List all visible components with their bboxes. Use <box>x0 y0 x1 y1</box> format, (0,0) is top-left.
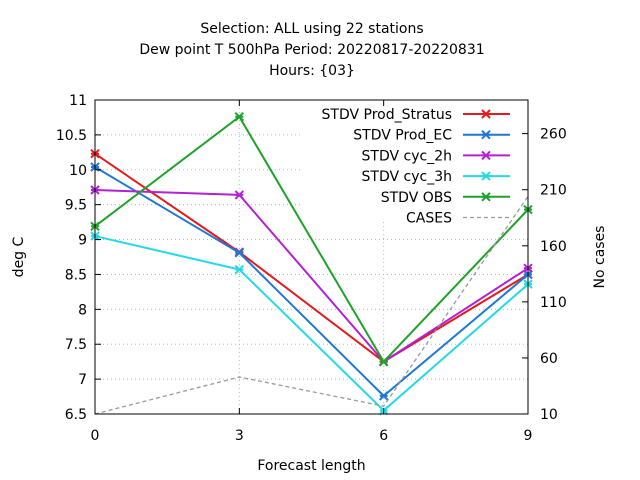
series-line <box>94 196 529 415</box>
y-tick-label: 8.5 <box>65 267 87 283</box>
legend-label: STDV Prod_EC <box>353 128 452 144</box>
y2-tick-label: 210 <box>540 183 567 199</box>
axis-ticks: 0 3 6 9 6.5 7 7.5 8 8.5 9 9.5 10 10.5 11 10 60 110 160 210… <box>56 93 567 444</box>
y-tick-label: 9 <box>78 233 87 249</box>
y2-tick-label: 260 <box>540 127 567 143</box>
series-cases <box>94 196 529 415</box>
legend-label: STDV OBS <box>381 190 452 206</box>
series-layer <box>90 112 533 416</box>
plot-frame <box>94 99 529 415</box>
series-line <box>94 189 529 363</box>
legend-label: CASES <box>406 211 452 227</box>
legend: STDV Prod_Stratus STDV Prod_EC STDV cyc_2h… <box>322 107 510 227</box>
y2-axis-label: No cases <box>592 226 608 289</box>
y2-tick-label: 110 <box>540 295 567 311</box>
legend-label: STDV Prod_Stratus <box>322 107 452 123</box>
y-tick-label: 10 <box>69 163 87 179</box>
y2-tick-label: 160 <box>540 239 567 255</box>
series-line <box>94 152 529 363</box>
y-tick-label: 8 <box>78 302 87 318</box>
title-line: Selection: ALL using 22 stations <box>200 21 423 37</box>
y-tick-label: 7.5 <box>65 337 87 353</box>
series-line <box>94 166 529 398</box>
y2-tick-label: 10 <box>540 407 558 423</box>
legend-label: STDV cyc_2h <box>362 148 452 164</box>
x-tick-label: 6 <box>379 428 388 444</box>
series-stdv-prod-stratus <box>90 149 533 367</box>
title-line: Dew point T 500hPa Period: 20220817-2022… <box>139 42 484 58</box>
y-tick-label: 9.5 <box>65 198 87 214</box>
title-line: Hours: {03} <box>269 63 355 79</box>
y-tick-label: 6.5 <box>65 407 87 423</box>
series-stdv-prod-ec <box>90 162 533 401</box>
grid <box>95 100 528 414</box>
x-tick-label: 9 <box>524 428 533 444</box>
x-axis-label: Forecast length <box>257 458 365 474</box>
legend-label: STDV cyc_3h <box>362 169 452 185</box>
y-tick-label: 10.5 <box>56 128 87 144</box>
y-tick-label: 11 <box>69 93 87 109</box>
series-line <box>94 235 529 412</box>
series-line <box>94 115 529 364</box>
y-axis-label: deg C <box>11 236 27 277</box>
x-tick-label: 3 <box>235 428 244 444</box>
x-tick-label: 0 <box>91 428 100 444</box>
y2-tick-label: 60 <box>540 351 558 367</box>
chart-title: Selection: ALL using 22 stations Dew poin… <box>139 21 484 79</box>
y-tick-label: 7 <box>78 372 87 388</box>
